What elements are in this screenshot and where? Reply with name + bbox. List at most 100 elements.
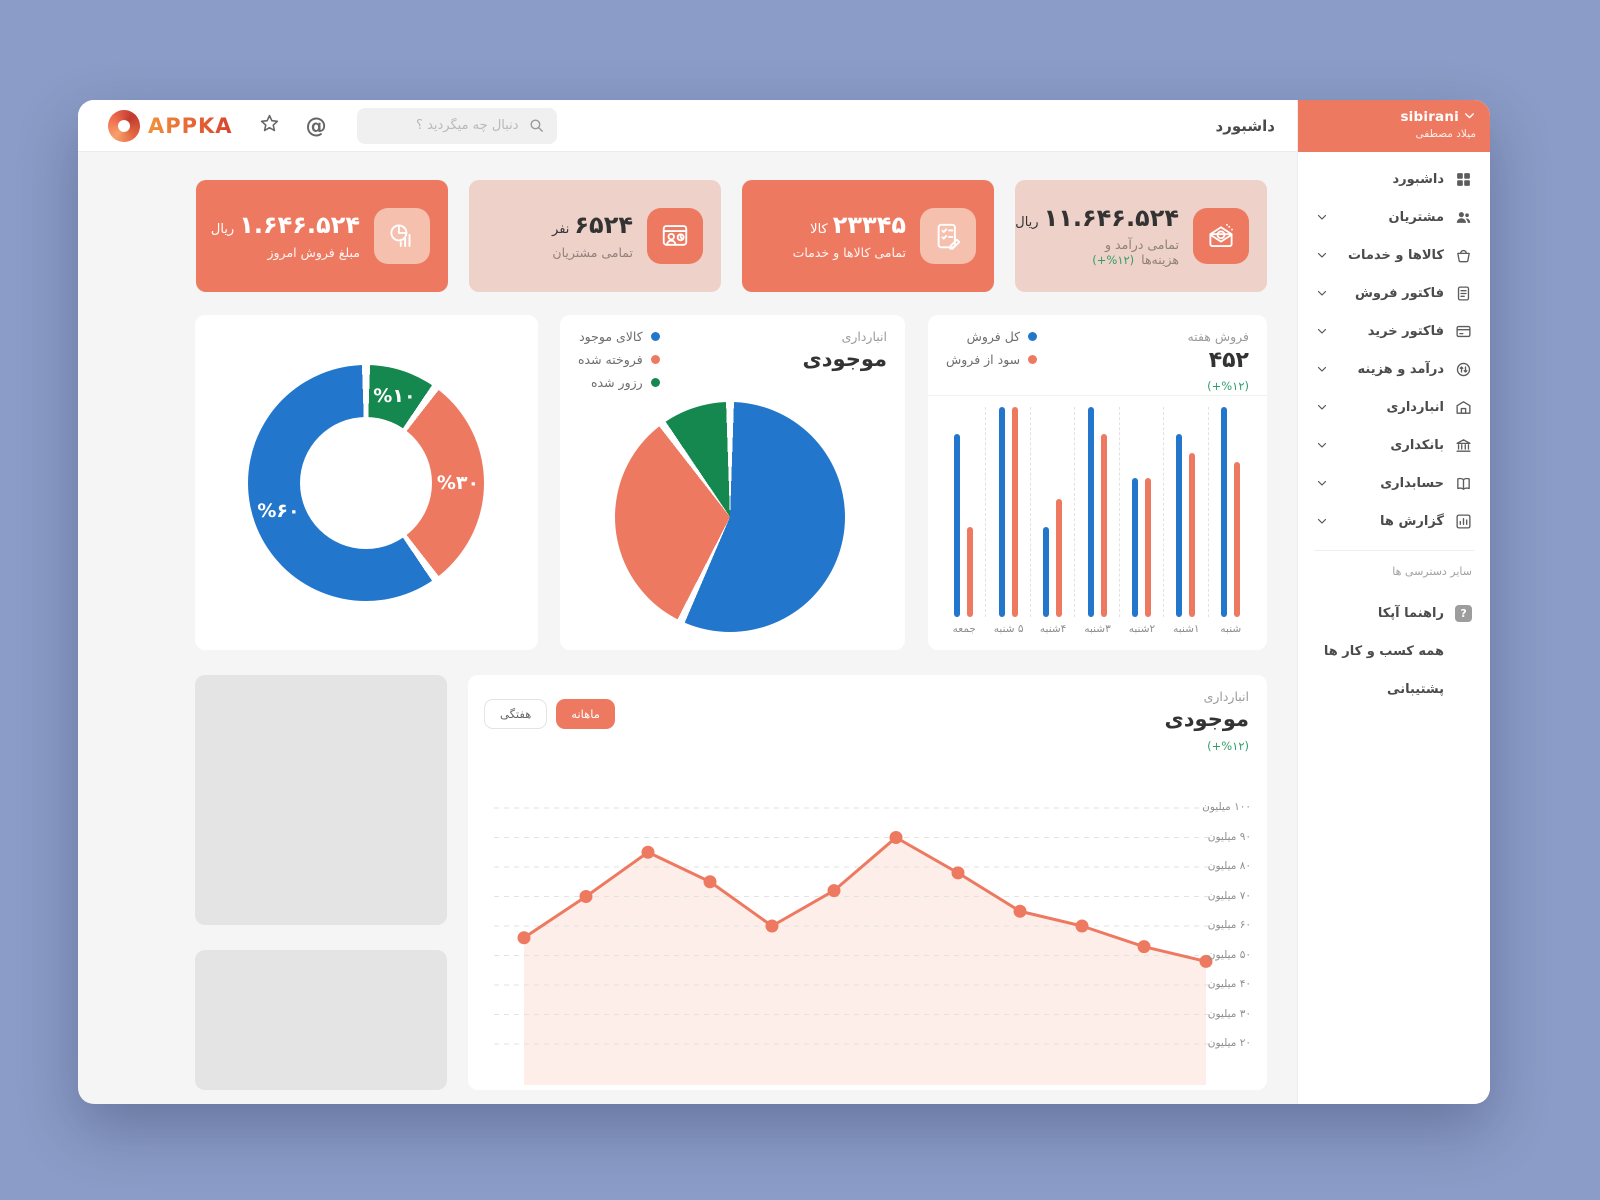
pie-legend: کالای موجود فروخته شده رزور شده: [578, 329, 660, 398]
chevron-down-icon: [1316, 363, 1328, 375]
chevron-down-icon: [1316, 401, 1328, 413]
weekly-button[interactable]: هفتگی: [484, 699, 548, 729]
bar-x-label: ۵ شنبه: [993, 623, 1024, 635]
stat-card-0: ۱۱.۶۴۶.۵۲۴ریال تمامی درآمد و هزینه‌ها(+%۱…: [1015, 180, 1267, 292]
sidebar-item-products-services[interactable]: کالاها و خدمات: [1298, 236, 1490, 274]
pie-card-subtitle: انبارداری: [841, 329, 887, 344]
sidebar-item-income-expense[interactable]: درآمد و هزینه: [1298, 350, 1490, 388]
sidebar-item-appka-guide[interactable]: ? راهنما آپکا: [1298, 594, 1490, 632]
stat-card-2: ۶۵۲۴نفر تمامی مشتریان: [469, 180, 721, 292]
sidebar-menu: داشبورد مشتریان کالاها و خدمات فاکتور فروش ف…: [1298, 152, 1490, 540]
sidebar-item-reports[interactable]: گزارش ها: [1298, 502, 1490, 540]
pie-chart: [615, 402, 845, 632]
stat-label: تمامی مشتریان: [552, 244, 633, 260]
bar-group-1: ۱شنبه: [1164, 407, 1209, 641]
stat-label: تمامی درآمد و هزینه‌ها(+%۱۲): [1092, 237, 1179, 268]
warehouse-icon: [1455, 399, 1472, 416]
search-input[interactable]: [356, 107, 557, 144]
sidebar-item-dashboard[interactable]: داشبورد: [1298, 160, 1490, 198]
pie-chart-card: انبارداری موجودی کالای موجود فروخته شده رز…: [560, 315, 905, 650]
donut-hole: [300, 417, 432, 549]
donut-chart-card: %۱۰ %۳۰ %۶۰: [195, 315, 538, 650]
user-menu[interactable]: sibirani میلاد مصطفی: [1298, 100, 1490, 152]
stat-value: ۲۳۳۴۵کالا: [810, 211, 906, 240]
sidebar-item-label: گزارش ها: [1380, 513, 1444, 529]
reports-icon: [1455, 513, 1472, 530]
sidebar-item-label: همه کسب و کار ها: [1323, 643, 1444, 659]
sidebar-item-label: داشبورد: [1392, 171, 1444, 187]
stat-label: تمامی کالاها و خدمات: [792, 244, 906, 260]
app-window: APPKA @ داشبورد sibirani میلاد: [78, 100, 1490, 1104]
stat-cards-row: ۱۱.۶۴۶.۵۲۴ریال تمامی درآمد و هزینه‌ها(+%۱…: [195, 180, 1267, 292]
bar-total-sales: [1131, 478, 1138, 617]
placeholder-box-2: [195, 950, 447, 1090]
legend-label: کل فروش: [966, 329, 1021, 344]
sidebar-item-banking[interactable]: بانکداری: [1298, 426, 1490, 464]
line-chart-card: انبارداری موجودی (+%۱۲) هفتگی ماهانه ۱۰۰…: [468, 675, 1267, 1090]
appka-logo-text: APPKA: [148, 113, 233, 138]
legend-item: سود از فروش: [946, 352, 1038, 367]
legend-label: سود از فروش: [946, 352, 1021, 367]
bar-profit: [967, 526, 974, 617]
bar-card-divider: [928, 395, 1267, 396]
bar-x-label: ۴شنبه: [1039, 623, 1067, 635]
donut-slice-label: %۱۰: [373, 384, 416, 407]
star-icon: [259, 113, 280, 138]
sidebar-item-all-businesses[interactable]: همه کسب و کار ها: [1298, 632, 1490, 670]
appka-logo-icon: [108, 109, 140, 142]
stat-value: ۶۵۲۴نفر: [552, 211, 633, 240]
income-envelope-icon: [1193, 208, 1249, 264]
bar-total-sales: [1176, 434, 1183, 617]
sidebar-item-support[interactable]: پشتیبانی: [1298, 670, 1490, 708]
sidebar-item-warehouse[interactable]: انبارداری: [1298, 388, 1490, 426]
bar-group-3: ۳شنبه: [1075, 407, 1120, 641]
sidebar: sibirani میلاد مصطفی داشبورد مشتریان کالاه…: [1297, 100, 1490, 1104]
line-card-subtitle: انبارداری: [1203, 689, 1249, 704]
legend-dot: [650, 355, 660, 364]
y-tick-label: ۹۰ میلیون: [1207, 830, 1251, 843]
help-icon: ?: [1455, 604, 1472, 622]
monthly-button[interactable]: ماهانه: [556, 699, 615, 729]
legend-label: کالای موجود: [579, 329, 643, 344]
legend-dot: [650, 378, 660, 387]
bar-group-0: شنبه: [1209, 407, 1253, 641]
main-content: ۱۱.۶۴۶.۵۲۴ریال تمامی درآمد و هزینه‌ها(+%۱…: [78, 152, 1297, 1104]
sidebar-item-label: مشتریان: [1388, 209, 1444, 225]
sidebar-secondary-menu: ? راهنما آپکا همه کسب و کار ها پشتیبانی: [1298, 586, 1490, 708]
donut-slice-label: %۳۰: [436, 472, 480, 494]
y-tick-label: ۳۰ میلیون: [1207, 1007, 1251, 1020]
customers-icon: [1455, 209, 1472, 226]
legend-item: کل فروش: [946, 329, 1038, 344]
mentions-button[interactable]: @: [306, 114, 327, 138]
customers-person-icon: [647, 208, 703, 264]
sidebar-item-label: حسابداری: [1380, 475, 1444, 491]
y-tick-label: ۲۰ میلیون: [1207, 1037, 1251, 1049]
chevron-down-icon: [1316, 211, 1328, 223]
sidebar-item-purchase-invoice[interactable]: فاکتور خرید: [1298, 312, 1490, 350]
sidebar-item-accounting[interactable]: حسابداری: [1298, 464, 1490, 502]
top-bar: APPKA @ داشبورد: [78, 100, 1297, 152]
chevron-down-icon: [1316, 515, 1328, 527]
y-tick-label: ۱۰۰ میلیون: [1202, 801, 1251, 813]
accounting-icon: [1455, 475, 1472, 492]
username: sibirani: [1400, 108, 1459, 125]
products-icon: [1455, 247, 1472, 264]
y-tick-label: ۴۰ میلیون: [1207, 978, 1251, 990]
bar-group-6: جمعه: [942, 407, 987, 641]
legend-label: فروخته شده: [578, 352, 643, 367]
line-chart-yticks: ۱۰۰ میلیون ۹۰ میلیون ۸۰ میلیون ۷۰ میلیون ۶۰ …: [1193, 675, 1251, 1090]
sidebar-item-customers[interactable]: مشتریان: [1298, 198, 1490, 236]
legend-dot: [1028, 332, 1038, 341]
chevron-down-icon: [1316, 439, 1328, 451]
stat-value: ۱.۶۴۶.۵۲۴ریال: [210, 211, 360, 240]
line-card-title: موجودی: [1164, 707, 1250, 731]
appka-logo[interactable]: APPKA: [108, 109, 233, 142]
bar-total-sales: [1087, 407, 1094, 617]
sidebar-item-label: پشتیبانی: [1387, 681, 1444, 697]
sidebar-item-label: راهنما آپکا: [1377, 605, 1444, 621]
star-button[interactable]: [259, 113, 280, 138]
line-chart: [494, 807, 1214, 1085]
chevron-down-icon: [1316, 325, 1328, 337]
chevron-down-icon: [1463, 107, 1476, 126]
sidebar-item-sales-invoice[interactable]: فاکتور فروش: [1298, 274, 1490, 312]
